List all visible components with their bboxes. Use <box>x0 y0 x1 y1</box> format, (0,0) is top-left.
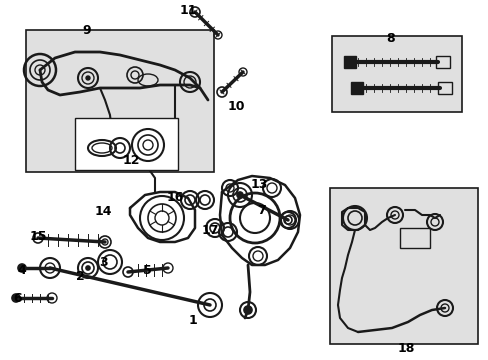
Text: 5: 5 <box>142 265 151 278</box>
Bar <box>435 56 449 68</box>
Text: 15: 15 <box>29 230 47 243</box>
Text: 1: 1 <box>188 314 197 327</box>
Circle shape <box>12 294 20 302</box>
Text: 14: 14 <box>94 206 112 219</box>
Circle shape <box>18 264 26 272</box>
Bar <box>329 188 477 344</box>
Circle shape <box>244 306 251 314</box>
Bar <box>437 82 451 94</box>
Text: 4: 4 <box>18 264 26 276</box>
Bar <box>399 228 429 248</box>
Bar <box>75 118 178 170</box>
Circle shape <box>86 266 90 270</box>
Circle shape <box>86 76 90 80</box>
Text: 17: 17 <box>201 225 218 238</box>
Text: 13: 13 <box>250 179 267 192</box>
Text: 8: 8 <box>386 31 394 45</box>
Text: 6: 6 <box>14 292 22 306</box>
Bar <box>331 36 461 112</box>
Text: 18: 18 <box>397 342 414 355</box>
Text: 9: 9 <box>82 23 91 36</box>
Bar <box>343 56 355 68</box>
Bar <box>350 82 362 94</box>
Text: 2: 2 <box>76 270 84 283</box>
Text: 7: 7 <box>256 204 265 217</box>
Text: 12: 12 <box>122 154 140 167</box>
Bar <box>26 30 214 172</box>
Text: 10: 10 <box>227 100 244 113</box>
Text: 3: 3 <box>100 256 108 270</box>
Circle shape <box>237 192 243 198</box>
Text: 11: 11 <box>179 4 196 17</box>
Text: 16: 16 <box>166 192 183 204</box>
